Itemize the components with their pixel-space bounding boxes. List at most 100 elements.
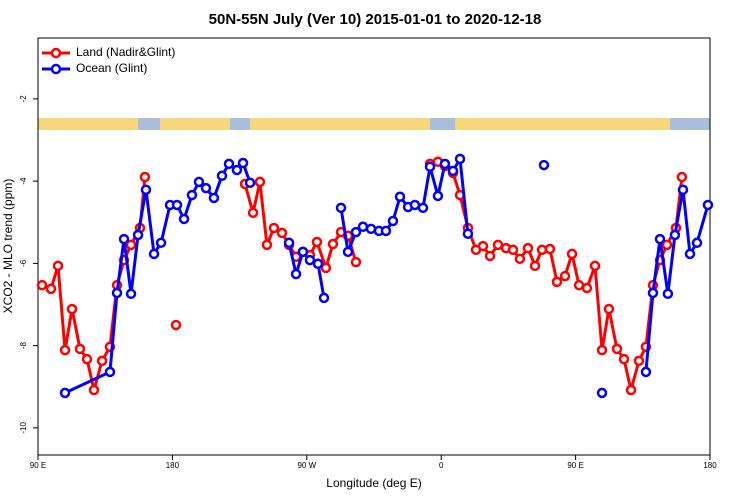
data-point — [424, 161, 436, 172]
data-point — [320, 262, 332, 274]
data-point — [290, 268, 302, 280]
legend-marker — [50, 63, 62, 75]
data-point — [691, 237, 703, 249]
legend-label: Land (Nadir&Glint) — [76, 45, 175, 59]
series-line — [64, 157, 710, 395]
plot-frame — [37, 37, 711, 456]
data-point — [342, 246, 354, 258]
data-point — [186, 189, 198, 201]
y-tick-label: -2 — [19, 95, 28, 103]
data-point — [350, 256, 362, 268]
data-point — [170, 319, 182, 331]
band-land — [160, 118, 230, 130]
data-point — [139, 171, 151, 183]
data-point — [104, 366, 116, 378]
band-land — [38, 118, 138, 130]
data-point — [454, 153, 466, 165]
data-point — [297, 246, 309, 258]
data-point — [244, 177, 256, 189]
data-point — [661, 239, 673, 251]
x-tick-label: 90 E — [567, 461, 583, 470]
data-point — [559, 270, 571, 282]
series-line — [41, 160, 684, 392]
data-point — [633, 355, 645, 367]
data-point — [625, 384, 637, 396]
chart-title: 50N-55N July (Ver 10) 2015-01-01 to 2020… — [209, 11, 542, 28]
data-point — [223, 158, 235, 170]
band-land — [455, 118, 670, 130]
data-point — [684, 248, 696, 260]
x-tick-label: 180 — [166, 461, 180, 470]
data-point — [231, 164, 243, 176]
y-axis-label: XCO2 - MLO trend (ppm) — [1, 179, 15, 314]
data-point — [88, 384, 100, 396]
data-point — [36, 279, 48, 291]
data-point — [350, 226, 362, 238]
legend: Land (Nadir&Glint) Ocean (Glint) — [42, 45, 175, 75]
y-tick-label: -4 — [19, 177, 28, 185]
data-point — [66, 303, 78, 315]
land-ocean-band — [38, 118, 710, 130]
x-tick-label: 0 — [439, 461, 444, 470]
data-point — [596, 344, 608, 356]
data-point — [59, 387, 71, 399]
data-point — [254, 176, 266, 188]
data-point — [96, 355, 108, 367]
data-point — [140, 184, 152, 195]
x-tick-label: 90 W — [297, 461, 316, 470]
data-point — [178, 213, 190, 225]
data-point — [380, 225, 392, 237]
y-tick-label: -6 — [19, 259, 28, 267]
data-point — [148, 248, 160, 260]
data-point — [647, 287, 659, 299]
data-point — [118, 233, 130, 245]
data-point — [74, 343, 86, 355]
data-point — [387, 215, 399, 227]
data-point — [111, 287, 123, 299]
data-point — [409, 199, 421, 211]
data-point — [439, 158, 451, 170]
data-point — [52, 260, 64, 272]
data-point — [702, 199, 714, 211]
data-point — [669, 229, 681, 241]
x-axis-label: Longitude (deg E) — [326, 476, 421, 490]
legend-marker — [50, 47, 62, 59]
data-point — [312, 258, 324, 270]
data-point — [171, 199, 183, 211]
y-tick-label: -10 — [19, 422, 28, 434]
data-point — [417, 202, 429, 214]
data-point — [318, 292, 330, 304]
data-point — [276, 227, 288, 239]
data-point — [432, 190, 444, 202]
data-point — [357, 221, 369, 233]
data-point — [268, 222, 280, 234]
x-tick-label: 90 E — [30, 461, 46, 470]
data-point — [247, 207, 259, 219]
data-point — [676, 171, 688, 183]
data-point — [132, 229, 144, 241]
data-point — [216, 170, 228, 182]
data-point — [261, 239, 273, 251]
legend-label: Ocean (Glint) — [76, 61, 147, 75]
data-point — [394, 191, 406, 202]
data-point — [529, 260, 541, 272]
data-point — [640, 366, 652, 378]
data-point — [59, 344, 71, 356]
data-point — [662, 288, 674, 300]
y-tick-label: -8 — [19, 342, 28, 350]
data-point — [514, 253, 526, 265]
data-point — [304, 254, 316, 266]
data-point — [484, 250, 496, 262]
data-point — [283, 237, 295, 249]
data-point — [581, 282, 593, 294]
x-tick-label: 180 — [703, 461, 717, 470]
data-point — [544, 243, 556, 255]
data-point — [200, 182, 212, 194]
band-land — [250, 118, 430, 130]
data-point — [677, 184, 689, 195]
data-point — [327, 238, 339, 250]
data-point — [125, 239, 137, 251]
data-point — [618, 353, 630, 365]
data-point — [538, 159, 550, 171]
